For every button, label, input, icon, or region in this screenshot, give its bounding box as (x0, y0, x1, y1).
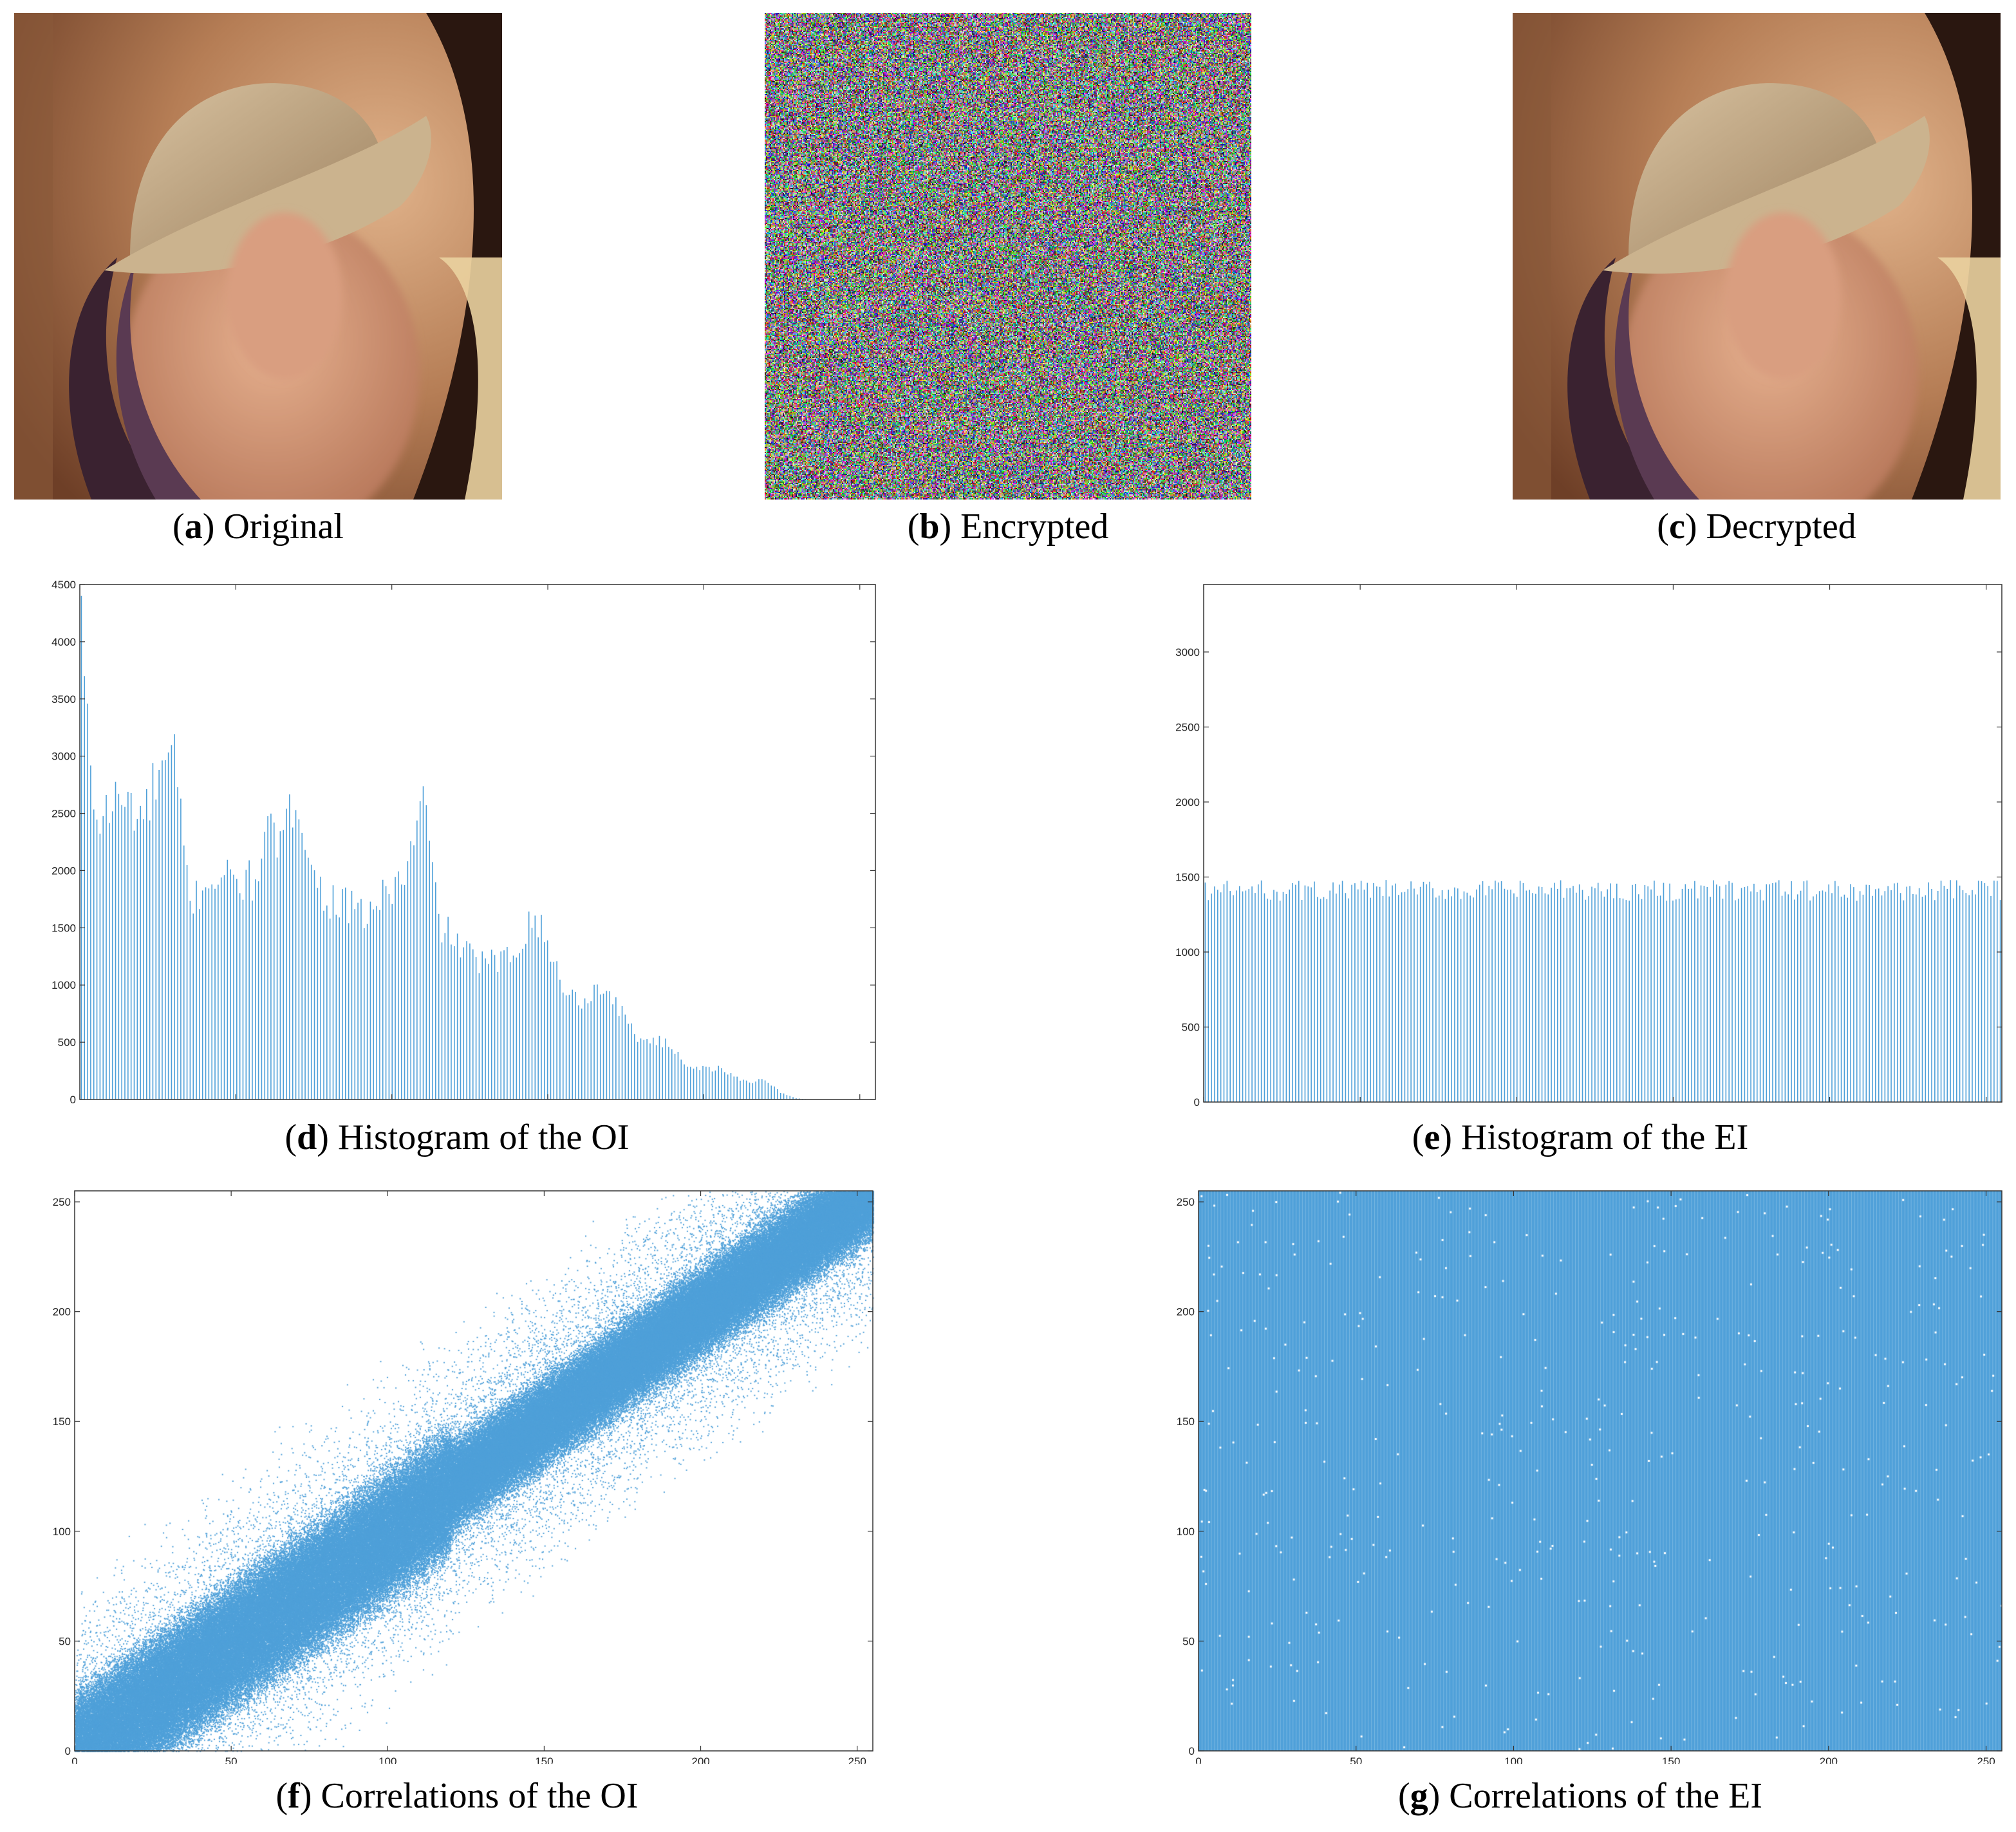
histogram-oi-ytick-label: 1000 (51, 979, 76, 991)
histogram-ei-chart: 0 500 1000 1500 2000 2500 3000 (1159, 578, 2008, 1112)
encrypted-image (765, 13, 1251, 500)
histogram-ei-ytick-label: 3000 (1175, 646, 1200, 659)
histogram-ei-ytick-label: 2500 (1175, 721, 1200, 733)
correlation-ei-ytick-label: 200 (1177, 1306, 1195, 1318)
correlation-ei-xtick-label: 250 (1977, 1755, 1995, 1764)
correlation-oi-ytick-label: 50 (59, 1635, 71, 1647)
histogram-ei-axes-box (1203, 584, 2002, 1103)
correlation-oi-xtick-label: 200 (691, 1755, 709, 1764)
correlation-oi-xtick-label: 0 (71, 1755, 77, 1764)
caption-f: (f) Correlations of the OI (275, 1776, 639, 1816)
histogram-oi-ytick-label: 3500 (51, 693, 76, 706)
correlation-oi-ytick-label: 200 (53, 1306, 71, 1318)
correlation-ei-xtick-label: 100 (1504, 1755, 1522, 1764)
histogram-oi-ytick-label: 1500 (51, 922, 76, 934)
correlation-oi-xtick-label: 50 (225, 1755, 238, 1764)
histogram-ei-ytick-label: 0 (1194, 1096, 1200, 1108)
histogram-ei-ytick-label: 1000 (1175, 946, 1200, 958)
correlation-ei-chart: 0 50 100 150 200 250 0 50 100 150 200 250 (1159, 1184, 2008, 1764)
correlation-oi-ytick-label: 150 (53, 1416, 71, 1428)
correlation-ei-ytick-label: 0 (1189, 1745, 1195, 1757)
histogram-ei-ytick-label: 500 (1182, 1021, 1200, 1033)
caption-c: (c) Decrypted (1657, 507, 1856, 547)
histogram-oi-ytick-label: 2000 (51, 865, 76, 877)
histogram-oi-ytick-label: 0 (70, 1094, 76, 1106)
correlation-oi-chart: 0 50 100 150 200 250 0 50 100 150 200 250 (39, 1184, 882, 1764)
correlation-oi-ytick-label: 0 (65, 1745, 71, 1757)
correlation-ei-xtick-label: 150 (1662, 1755, 1680, 1764)
caption-a: (a) Original (173, 507, 344, 547)
histogram-oi-ytick-label: 2500 (51, 808, 76, 820)
original-image (14, 13, 502, 500)
histogram-oi-ytick-label: 3000 (51, 751, 76, 763)
encrypted-noise (765, 13, 1251, 500)
correlation-ei-ytick-label: 100 (1177, 1526, 1195, 1538)
correlation-ei-points (1159, 1184, 2008, 1764)
correlation-ei-ytick-label: 150 (1177, 1416, 1195, 1428)
caption-d: (d) Histogram of the OI (285, 1117, 630, 1157)
caption-b: (b) Encrypted (907, 507, 1109, 547)
correlation-ei-xtick-label: 200 (1820, 1755, 1838, 1764)
correlation-oi-ytick-label: 100 (53, 1526, 71, 1538)
correlation-oi-xtick-label: 150 (535, 1755, 553, 1764)
histogram-oi-ytick-label: 4500 (51, 579, 76, 591)
histogram-oi-chart: 0 500 1000 1500 2000 2500 3000 3500 4000 4500 (39, 578, 882, 1112)
decrypted-image (1513, 13, 2001, 500)
correlation-oi-xtick-label: 100 (378, 1755, 397, 1764)
correlation-oi-axes-box (74, 1190, 873, 1752)
correlation-oi-ytick-label: 250 (53, 1196, 71, 1208)
correlation-ei-xtick-label: 0 (1195, 1755, 1201, 1764)
histogram-oi-axes-box (79, 584, 876, 1100)
correlation-ei-ytick-label: 50 (1182, 1635, 1195, 1647)
caption-e: (e) Histogram of the EI (1412, 1117, 1749, 1157)
correlation-oi-points (39, 1184, 882, 1764)
correlation-ei-xtick-label: 50 (1350, 1755, 1362, 1764)
correlation-ei-axes-box (1198, 1190, 2002, 1752)
correlation-ei-ytick-label: 250 (1177, 1196, 1195, 1208)
histogram-oi-ytick-label: 500 (58, 1036, 76, 1049)
histogram-oi-ytick-label: 4000 (51, 636, 76, 648)
histogram-ei-ytick-label: 1500 (1175, 871, 1200, 883)
correlation-oi-xtick-label: 250 (848, 1755, 866, 1764)
histogram-ei-ytick-label: 2000 (1175, 796, 1200, 809)
caption-g: (g) Correlations of the EI (1397, 1776, 1763, 1816)
